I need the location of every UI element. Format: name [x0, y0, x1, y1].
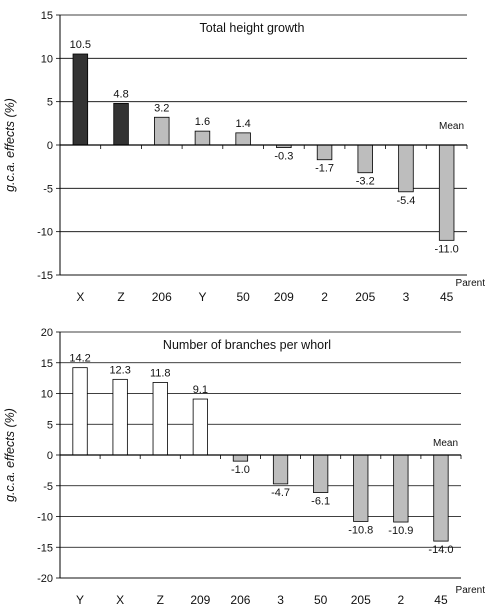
bar	[272, 454, 289, 485]
data-label: -4.7	[271, 487, 290, 499]
y-tick-label: 15	[41, 10, 53, 22]
bar	[316, 144, 333, 161]
chart-total-height-growth: -15 -10 -5 0 5 10 15 10.5 X 4.8 Z 3.2 206 1.6 Y 1.4 50 -0…	[3, 10, 485, 304]
data-label: 10.5	[70, 39, 91, 51]
y-tick-label: -5	[43, 183, 53, 195]
data-label: 12.3	[109, 364, 130, 376]
data-label: 3.2	[154, 102, 169, 114]
x-tick-label: X	[116, 593, 124, 605]
bar	[232, 454, 249, 462]
x-axis-label: Parent	[456, 585, 486, 596]
bar	[113, 103, 129, 146]
x-tick-label: 50	[314, 593, 328, 605]
y-axis-label: g.c.a. effects (%)	[3, 408, 17, 502]
bar	[154, 116, 170, 146]
y-tick-label: -5	[43, 481, 53, 493]
y-tick-label: 5	[47, 419, 53, 431]
x-tick-label: 209	[274, 290, 294, 304]
data-label: -1.7	[315, 163, 334, 175]
x-tick-label: 50	[236, 290, 250, 304]
y-tick-label: 0	[47, 450, 53, 462]
x-tick-label: X	[76, 290, 84, 304]
x-tick-label: 3	[277, 593, 284, 605]
x-tick-label: Z	[117, 290, 124, 304]
x-tick-label: Y	[198, 290, 206, 304]
bar	[112, 378, 128, 456]
bar	[313, 454, 329, 493]
x-tick-label: 209	[190, 593, 210, 605]
data-label: -14.0	[428, 544, 453, 556]
mean-label: Mean	[433, 438, 458, 449]
x-tick-label: 3	[403, 290, 410, 304]
chart-title: Total height growth	[200, 21, 305, 35]
bar	[433, 454, 449, 542]
y-tick-label: -10	[37, 512, 53, 524]
bar	[398, 144, 414, 193]
bar	[235, 132, 251, 146]
bar	[357, 144, 373, 174]
y-tick-label: -15	[37, 542, 53, 554]
bar	[192, 398, 208, 456]
x-tick-label: 205	[355, 290, 375, 304]
x-tick-label: 2	[398, 593, 405, 605]
y-tick-label: -10	[37, 227, 53, 239]
bar	[393, 454, 409, 523]
y-tick-label: 0	[47, 140, 53, 152]
data-label: -10.8	[348, 524, 373, 536]
data-label: -5.4	[396, 195, 415, 207]
bar	[353, 454, 369, 522]
x-tick-label: 205	[351, 593, 371, 605]
y-tick-label: -20	[37, 573, 53, 585]
y-tick-label: 20	[41, 327, 53, 339]
x-tick-label: 45	[434, 593, 448, 605]
x-tick-label: Y	[76, 593, 84, 605]
bar	[152, 382, 168, 456]
chart-title: Number of branches per whorl	[163, 338, 331, 352]
data-label: 1.6	[195, 116, 210, 128]
bar	[72, 367, 88, 456]
bar	[438, 144, 455, 241]
y-tick-label: 10	[41, 53, 53, 65]
y-tick-label: 10	[41, 389, 53, 401]
data-label: -3.2	[356, 176, 375, 188]
x-tick-label: 45	[440, 290, 454, 304]
x-axis-label: Parent	[456, 278, 486, 289]
x-tick-label: 206	[230, 593, 250, 605]
y-tick-label: 15	[41, 358, 53, 370]
data-label: -1.0	[231, 464, 250, 476]
chart-branches-per-whorl: -20 -15 -10 -5 0 5 10 15 20 14.2 Y 12.3 X 11.8 Z 9.1 209…	[3, 327, 485, 605]
y-axis-label: g.c.a. effects (%)	[3, 98, 17, 192]
x-tick-label: 206	[152, 290, 172, 304]
data-label: 1.4	[236, 118, 251, 130]
y-tick-label: -15	[37, 270, 53, 282]
x-tick-label: Z	[157, 593, 164, 605]
data-label: 4.8	[113, 88, 128, 100]
data-label: -10.9	[388, 525, 413, 537]
data-label: 14.2	[69, 353, 90, 365]
y-tick-label: 5	[47, 97, 53, 109]
data-label: 9.1	[193, 384, 208, 396]
data-label: -11.0	[435, 243, 459, 255]
data-label: 11.8	[150, 367, 171, 379]
data-label: -0.3	[274, 151, 293, 163]
data-label: -6.1	[311, 496, 330, 508]
mean-label: Mean	[439, 121, 464, 132]
x-tick-label: 2	[321, 290, 328, 304]
bar	[72, 53, 89, 146]
bar	[194, 130, 211, 146]
